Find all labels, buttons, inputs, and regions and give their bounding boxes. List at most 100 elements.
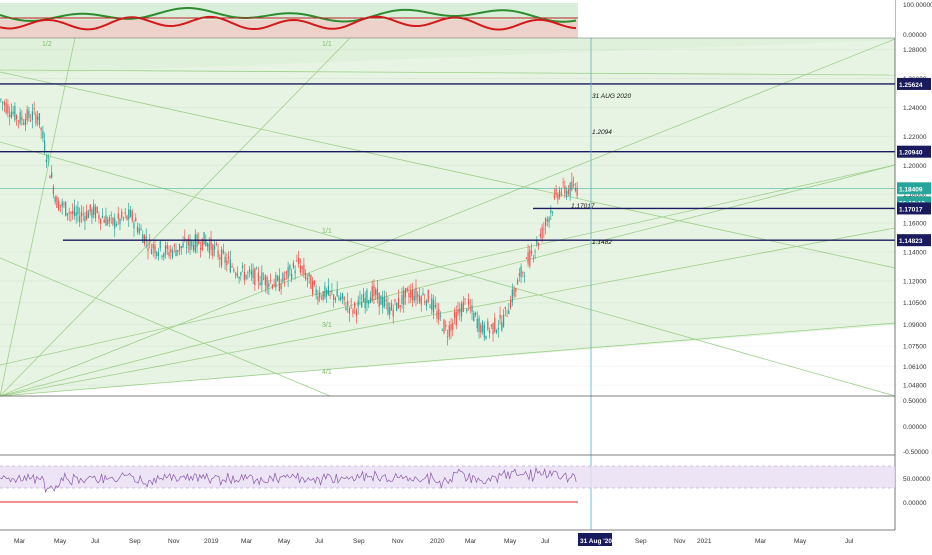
price-tick-label: 1.06100 bbox=[903, 364, 927, 371]
candle-body bbox=[222, 250, 224, 253]
candle-body bbox=[483, 325, 485, 338]
candle-body bbox=[17, 120, 20, 122]
candle-body bbox=[401, 294, 403, 304]
candle-body bbox=[364, 298, 366, 309]
candle-body bbox=[537, 243, 540, 246]
annotation-label: 1.2094 bbox=[592, 129, 612, 136]
top-indicator-red-line bbox=[0, 15, 577, 31]
candle-body bbox=[124, 212, 126, 214]
candle-body bbox=[121, 211, 123, 218]
candle-body bbox=[94, 206, 97, 219]
candle-body bbox=[70, 212, 72, 214]
candle-body bbox=[268, 283, 270, 288]
candle-body bbox=[530, 251, 533, 254]
candle-body bbox=[28, 110, 30, 118]
candle-body bbox=[338, 297, 340, 300]
candle-body bbox=[305, 272, 307, 280]
candle-body bbox=[425, 300, 428, 307]
candle-body bbox=[397, 297, 400, 308]
candle-body bbox=[89, 204, 91, 213]
candle-body bbox=[292, 262, 294, 268]
candle-body bbox=[569, 182, 571, 196]
candle-body bbox=[508, 310, 510, 315]
candle-body bbox=[163, 253, 165, 258]
candle-body bbox=[474, 312, 477, 315]
candle-body bbox=[431, 298, 433, 310]
candle-body bbox=[206, 243, 209, 248]
candle-body bbox=[199, 247, 202, 251]
candle-body bbox=[462, 302, 464, 312]
candle-body bbox=[0, 99, 2, 101]
candle-body bbox=[539, 233, 541, 237]
candle-body bbox=[333, 294, 335, 300]
candle-body bbox=[247, 272, 249, 274]
candle-body bbox=[75, 212, 77, 216]
candle-body bbox=[45, 159, 48, 162]
price-tick-label: 1.09000 bbox=[903, 322, 927, 329]
candle-body bbox=[284, 278, 286, 281]
candle-body bbox=[562, 182, 564, 184]
candle-body bbox=[357, 300, 359, 307]
candle-body bbox=[68, 212, 70, 214]
top-indicator-green-line bbox=[0, 7, 577, 23]
candle-body bbox=[40, 127, 42, 131]
candle-body bbox=[340, 296, 342, 300]
candle-body bbox=[532, 258, 534, 259]
candle-body bbox=[229, 259, 231, 273]
time-axis-tick: Nov bbox=[168, 538, 180, 545]
annotation-label: 31 AUG 2020 bbox=[592, 93, 632, 100]
candle-body bbox=[324, 285, 326, 298]
candle-body bbox=[126, 215, 128, 220]
price-tick-label: 1.28000 bbox=[903, 47, 927, 54]
time-axis-cursor-badge bbox=[578, 533, 612, 546]
candle-body bbox=[504, 306, 506, 309]
candle-body bbox=[453, 311, 456, 318]
time-axis-tick: Nov bbox=[392, 538, 404, 545]
candle-body bbox=[527, 252, 529, 264]
candle-body bbox=[396, 303, 398, 311]
candle-body bbox=[280, 283, 282, 290]
gann-fan-line bbox=[0, 257, 331, 397]
candle-body bbox=[266, 277, 268, 289]
time-axis-tick: 2019 bbox=[204, 538, 219, 545]
candle-body bbox=[443, 319, 445, 333]
candle-body bbox=[117, 213, 119, 219]
candle-body bbox=[52, 186, 55, 195]
time-axis-tick: Jul bbox=[315, 538, 324, 545]
candle-body bbox=[65, 201, 67, 216]
candle-body bbox=[341, 293, 344, 299]
price-tick-label: 1.22000 bbox=[903, 134, 927, 141]
candle-body bbox=[387, 302, 389, 314]
candle-body bbox=[54, 197, 56, 203]
candle-body bbox=[448, 325, 450, 337]
candle-body bbox=[399, 305, 401, 307]
candle-body bbox=[392, 309, 394, 317]
candle-body bbox=[103, 219, 105, 223]
candle-body bbox=[37, 116, 39, 120]
candle-body bbox=[543, 228, 545, 230]
candle-body bbox=[10, 111, 12, 118]
candle-body bbox=[73, 207, 76, 217]
candle-body bbox=[238, 276, 240, 279]
candle-body bbox=[464, 298, 466, 300]
gann-fan-line bbox=[0, 164, 896, 366]
time-axis-tick: May bbox=[504, 538, 517, 545]
candle-body bbox=[513, 288, 515, 296]
candle-body bbox=[213, 245, 216, 250]
candle-body bbox=[362, 293, 365, 302]
candle-body bbox=[264, 275, 266, 286]
candle-body bbox=[441, 329, 443, 331]
middle-indicator-tick: 0.00000 bbox=[903, 424, 927, 431]
candle-body bbox=[226, 260, 228, 266]
candle-body bbox=[205, 239, 207, 246]
gann-fan-line bbox=[0, 38, 896, 397]
candle-body bbox=[259, 282, 261, 285]
candle-body bbox=[133, 223, 135, 229]
candle-body bbox=[509, 300, 512, 308]
candle-body bbox=[240, 272, 242, 276]
candle-body bbox=[455, 312, 457, 326]
candle-body bbox=[352, 309, 354, 314]
time-axis-tick: May bbox=[794, 538, 807, 545]
candle-body bbox=[368, 301, 370, 304]
candle-body bbox=[371, 286, 373, 301]
